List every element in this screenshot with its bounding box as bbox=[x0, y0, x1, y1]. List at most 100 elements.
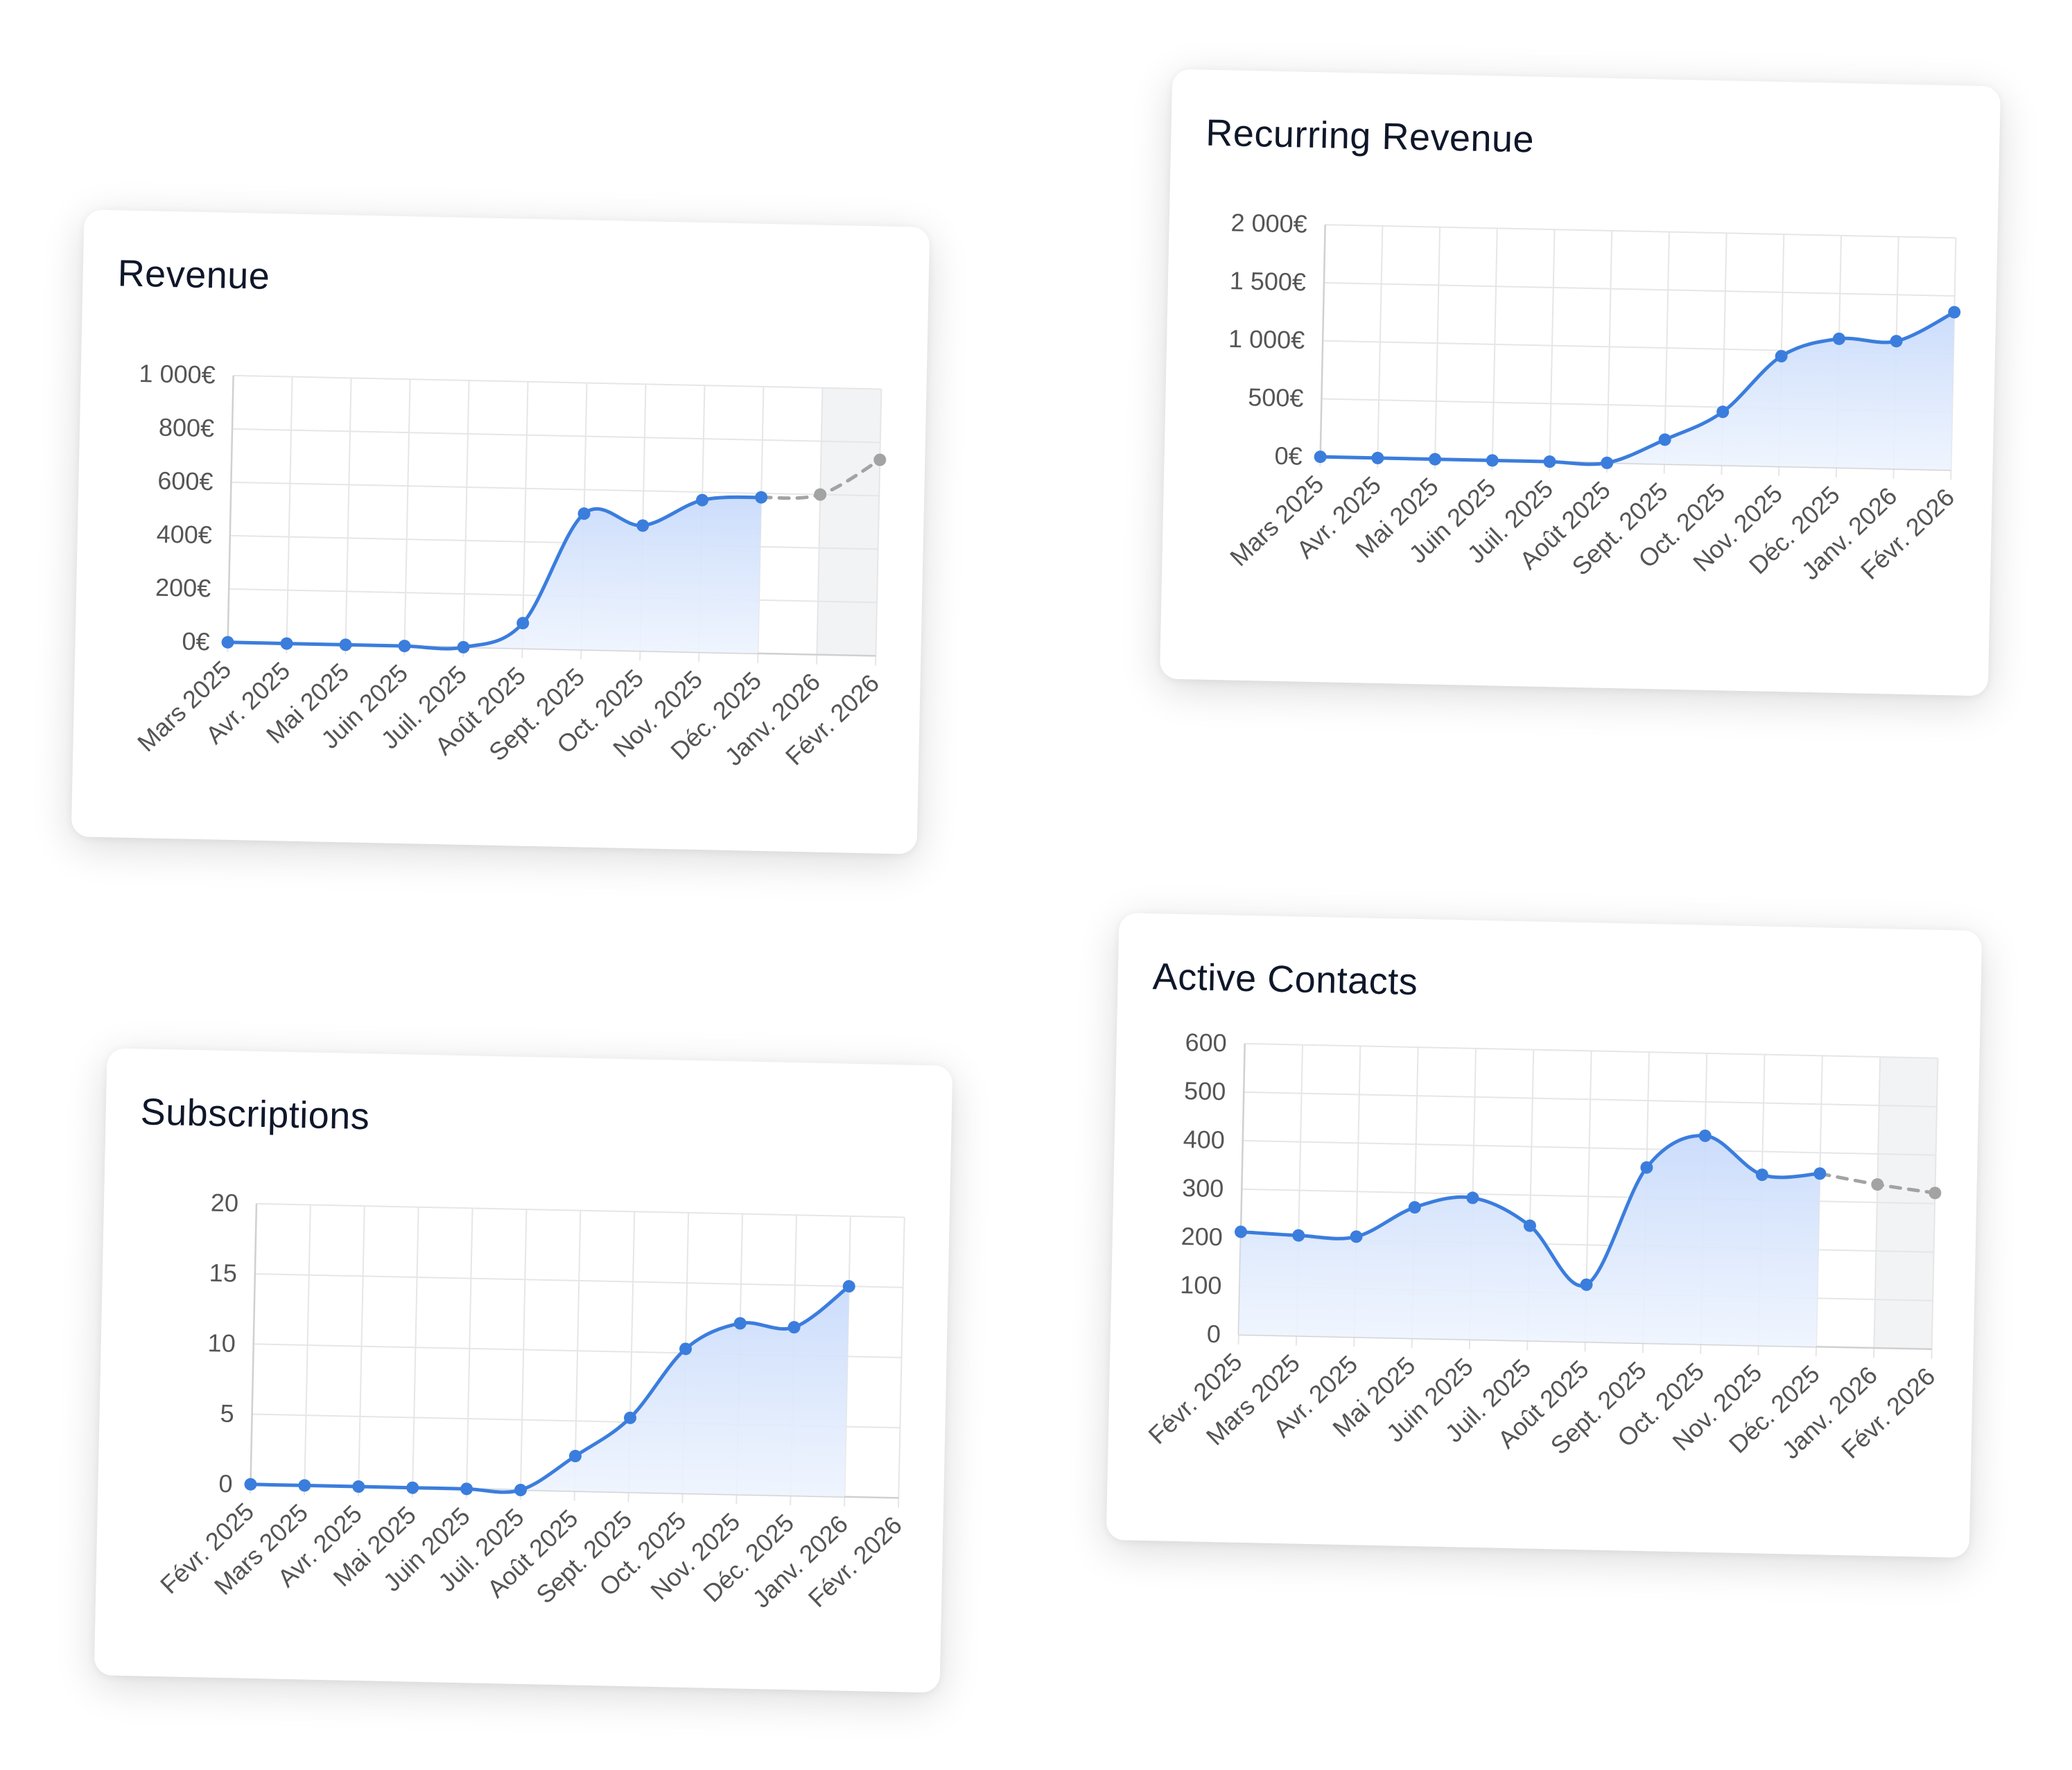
data-point bbox=[221, 636, 234, 649]
x-gridline bbox=[875, 389, 882, 666]
data-point bbox=[1948, 306, 1961, 319]
data-point bbox=[1371, 451, 1384, 464]
x-gridline bbox=[357, 1206, 365, 1497]
data-point bbox=[733, 1317, 747, 1330]
y-tick-label: 0 bbox=[218, 1469, 233, 1498]
y-gridline bbox=[229, 534, 878, 550]
data-point bbox=[298, 1479, 311, 1492]
y-tick-label: 800€ bbox=[159, 413, 215, 443]
data-point bbox=[1543, 455, 1556, 468]
data-point bbox=[1755, 1168, 1768, 1182]
y-tick-label: 1 000€ bbox=[139, 359, 216, 389]
projection-point bbox=[814, 488, 827, 501]
data-point bbox=[1716, 405, 1730, 419]
data-point bbox=[636, 519, 650, 532]
data-point bbox=[1601, 456, 1614, 469]
x-gridline bbox=[462, 380, 470, 657]
data-point bbox=[679, 1342, 693, 1356]
x-gridline bbox=[897, 1217, 905, 1508]
projection-point bbox=[1929, 1186, 1942, 1200]
data-point bbox=[1486, 454, 1499, 467]
y-axis-line bbox=[227, 375, 234, 642]
x-gridline bbox=[345, 378, 352, 655]
data-point bbox=[460, 1482, 473, 1496]
data-point bbox=[1890, 335, 1903, 348]
series-area bbox=[250, 1286, 849, 1497]
data-point bbox=[787, 1321, 801, 1334]
x-gridline bbox=[1931, 1058, 1939, 1359]
series-area bbox=[227, 497, 762, 654]
x-gridline bbox=[521, 381, 529, 658]
x-gridline bbox=[304, 1204, 311, 1496]
subscriptions-card: Subscriptions 0 5 10 15 20 Févr. 2025 Mars 202… bbox=[94, 1048, 953, 1693]
data-point bbox=[1429, 453, 1442, 466]
data-point bbox=[568, 1449, 582, 1462]
y-tick-label: 0 bbox=[1206, 1320, 1221, 1348]
x-gridline bbox=[1491, 228, 1498, 471]
revenue-card: Revenue 0€ 200€ 400€ 600€ 800€ 1 000€ Mars 202… bbox=[71, 209, 930, 855]
data-point bbox=[339, 638, 352, 651]
data-point bbox=[516, 617, 530, 630]
x-gridline bbox=[286, 376, 293, 654]
y-axis-line bbox=[1237, 1043, 1246, 1335]
x-gridline bbox=[519, 1209, 528, 1500]
series-area bbox=[1320, 312, 1955, 471]
recurring-revenue-card: Recurring Revenue 0€ 500€ 1 000€ 1 500€ 2 00… bbox=[1159, 69, 2001, 696]
data-point bbox=[1658, 433, 1671, 446]
y-tick-label: 300 bbox=[1182, 1173, 1224, 1202]
data-point bbox=[1775, 349, 1788, 362]
data-point bbox=[1698, 1129, 1712, 1142]
data-point bbox=[842, 1280, 855, 1293]
series-area bbox=[1238, 1135, 1820, 1347]
projection-background bbox=[817, 387, 882, 656]
series-line bbox=[226, 495, 763, 651]
y-tick-label: 10 bbox=[207, 1329, 236, 1358]
data-point bbox=[352, 1480, 365, 1493]
data-point bbox=[406, 1481, 419, 1494]
data-point bbox=[1314, 450, 1327, 464]
y-gridline bbox=[1323, 281, 1955, 297]
x-gridline bbox=[465, 1208, 473, 1499]
data-point bbox=[1466, 1191, 1479, 1204]
y-tick-label: 1 500€ bbox=[1229, 266, 1306, 296]
data-point bbox=[1523, 1219, 1536, 1232]
x-gridline bbox=[816, 387, 824, 665]
y-gridline bbox=[232, 428, 880, 444]
data-point bbox=[1640, 1161, 1653, 1174]
y-tick-label: 5 bbox=[220, 1399, 234, 1428]
y-tick-label: 200€ bbox=[155, 573, 211, 603]
active-contacts-card: Active Contacts 0 100 200 300 400 500 600 Févr.… bbox=[1106, 913, 1983, 1558]
data-point bbox=[1408, 1201, 1421, 1214]
data-point bbox=[1580, 1278, 1593, 1291]
data-point bbox=[696, 493, 709, 507]
y-tick-label: 600€ bbox=[157, 466, 214, 496]
y-tick-label: 500€ bbox=[1248, 383, 1304, 412]
data-point bbox=[1832, 332, 1845, 345]
y-gridline bbox=[231, 481, 880, 497]
data-point bbox=[1292, 1229, 1305, 1242]
data-point bbox=[624, 1411, 637, 1424]
y-axis-line bbox=[250, 1203, 258, 1484]
x-gridline bbox=[1434, 227, 1441, 469]
data-point bbox=[280, 637, 293, 650]
data-point bbox=[244, 1478, 257, 1491]
y-tick-label: 200 bbox=[1181, 1222, 1223, 1251]
x-gridline bbox=[411, 1207, 419, 1498]
data-point bbox=[398, 640, 411, 653]
data-point bbox=[755, 491, 768, 504]
x-gridline bbox=[403, 379, 411, 656]
x-gridline bbox=[1549, 229, 1556, 472]
x-gridline bbox=[1377, 225, 1384, 468]
x-gridline bbox=[1873, 1057, 1881, 1358]
y-tick-label: 1 000€ bbox=[1228, 324, 1305, 354]
data-point bbox=[1350, 1230, 1363, 1243]
data-point bbox=[1813, 1167, 1827, 1180]
y-tick-label: 100 bbox=[1180, 1270, 1222, 1299]
data-point bbox=[1235, 1225, 1248, 1238]
projection-point bbox=[1871, 1178, 1884, 1191]
y-tick-label: 15 bbox=[209, 1259, 237, 1288]
